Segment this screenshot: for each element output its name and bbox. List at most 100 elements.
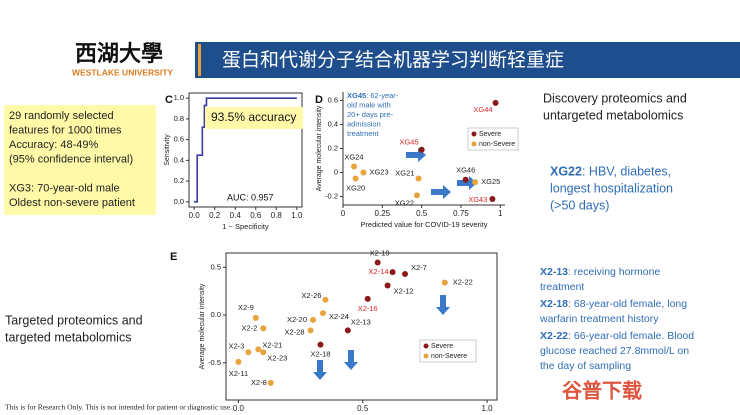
point bbox=[245, 349, 252, 356]
point-label: X2-7 bbox=[411, 263, 427, 272]
accuracy-box bbox=[205, 107, 303, 129]
note-line: : 66-year-old female. Blood bbox=[568, 330, 694, 342]
point-label: X2-21 bbox=[262, 340, 282, 349]
annotation-highlight: XG45 bbox=[347, 91, 366, 100]
note-highlight: X2-22 bbox=[540, 330, 568, 342]
note-line: : 68-year-old female, long bbox=[568, 298, 687, 310]
x-tick-label: 0.4 bbox=[230, 211, 242, 220]
point-label: X2-3 bbox=[229, 341, 245, 350]
chart: E0.00.51.0-0.50.00.5Predicted value for … bbox=[170, 249, 498, 415]
legend-box bbox=[419, 339, 477, 363]
point-label: X2-22 bbox=[453, 278, 473, 287]
note-line: targeted metabolomics bbox=[5, 330, 131, 344]
point bbox=[360, 169, 367, 176]
x-tick-label: 0.5 bbox=[357, 404, 369, 413]
x-axis-label: Predicted value for COVID-19 severity bbox=[360, 220, 487, 229]
point-label: XG21 bbox=[395, 169, 414, 178]
point bbox=[492, 99, 499, 106]
point bbox=[415, 175, 422, 182]
slide-title: 蛋白和代谢分子结合机器学习判断轻重症 bbox=[222, 49, 564, 71]
x-tick-label: 0.2 bbox=[209, 211, 221, 220]
point-label: X2-12 bbox=[394, 286, 414, 295]
note-line: : HBV, diabetes, bbox=[582, 164, 671, 178]
y-tick-label: -0.5 bbox=[208, 358, 221, 367]
arrow bbox=[457, 176, 477, 190]
legend-swatch bbox=[471, 131, 477, 137]
footer: This is for Research Only. This is not i… bbox=[5, 403, 232, 412]
arrow bbox=[313, 360, 327, 380]
point-label: X2-11 bbox=[229, 369, 248, 378]
note-line: 29 randomly selected bbox=[9, 110, 114, 122]
note-line: the day of sampling bbox=[540, 360, 631, 372]
annotation-line: old male with bbox=[347, 100, 391, 109]
point bbox=[267, 379, 274, 386]
roc-curve bbox=[194, 97, 297, 203]
point bbox=[344, 327, 351, 334]
point-label: X2-9 bbox=[238, 303, 254, 312]
annotation-line: 20+ days pre- bbox=[347, 110, 394, 119]
point-label: X2-16 bbox=[358, 304, 378, 313]
point bbox=[317, 341, 324, 348]
legend-swatch bbox=[423, 343, 429, 349]
point bbox=[310, 316, 317, 323]
point-label: XG25 bbox=[481, 177, 500, 186]
x-tick-label: 1.0 bbox=[481, 404, 493, 413]
arrow bbox=[344, 350, 358, 370]
point bbox=[472, 179, 479, 186]
x-tick-label: 0.0 bbox=[233, 404, 245, 413]
arrow bbox=[436, 295, 450, 315]
note-line: treatment bbox=[540, 281, 584, 293]
point bbox=[351, 163, 358, 170]
point-label: X2-24 bbox=[329, 312, 349, 321]
note-line: (>50 days) bbox=[550, 198, 609, 212]
watermark: 谷普下载 bbox=[562, 378, 642, 402]
note-line: longest hospitalization bbox=[550, 181, 673, 195]
point bbox=[389, 269, 396, 276]
y-tick-label: 0.6 bbox=[174, 135, 184, 144]
point-label: X2-19 bbox=[370, 249, 390, 258]
x-tick-label: 0 bbox=[341, 209, 346, 218]
point-label: X2-23 bbox=[267, 353, 287, 362]
note-line: features for 1000 times bbox=[9, 124, 122, 136]
point-label: XG20 bbox=[346, 184, 365, 193]
x-tick-label: 1.0 bbox=[291, 211, 303, 220]
note-box bbox=[4, 105, 156, 215]
legend-label: Severe bbox=[431, 343, 453, 350]
note-line: XG3: 70-year-old male bbox=[9, 182, 120, 194]
point bbox=[441, 279, 448, 286]
y-tick-label: 0.5 bbox=[211, 262, 221, 271]
y-tick-label: -0.2 bbox=[325, 192, 338, 201]
point bbox=[364, 295, 371, 302]
y-axis-label: Sensitivity bbox=[164, 134, 171, 166]
legend-swatch bbox=[423, 353, 429, 359]
point bbox=[413, 192, 420, 199]
point-label: XG43 bbox=[468, 195, 487, 204]
legend-label: Severe bbox=[479, 131, 501, 138]
annotation-line: treatment bbox=[347, 129, 380, 138]
y-tick-label: 0.2 bbox=[328, 143, 338, 152]
point-label: X2-14 bbox=[369, 267, 389, 276]
note-line: (95% confidence interval) bbox=[9, 153, 133, 165]
y-tick-label: 0.0 bbox=[211, 310, 221, 319]
point-label: X2-28 bbox=[285, 327, 305, 336]
x-axis-label: 1 − Specificity bbox=[222, 222, 269, 231]
panel-label: C bbox=[165, 94, 173, 106]
note-line: untargeted metabolomics bbox=[543, 108, 683, 122]
legend-box bbox=[467, 127, 519, 151]
point bbox=[489, 195, 496, 202]
x-tick-label: 0.6 bbox=[250, 211, 262, 220]
y-tick-label: 0.8 bbox=[174, 114, 184, 123]
point-label: X2-2 bbox=[241, 323, 257, 332]
x-tick-label: 0.0 bbox=[189, 211, 201, 220]
title-bar bbox=[195, 42, 740, 78]
accuracy: 93.5% accuracy bbox=[211, 110, 296, 124]
point bbox=[307, 327, 314, 334]
x-tick-label: 0.75 bbox=[453, 209, 469, 218]
logo-en: WESTLAKE UNIVERSITY bbox=[72, 67, 173, 77]
point bbox=[374, 259, 381, 266]
note-highlight: XG22 bbox=[550, 164, 582, 178]
point bbox=[260, 349, 267, 356]
point-label: XG45 bbox=[399, 138, 418, 147]
frame bbox=[225, 252, 498, 401]
